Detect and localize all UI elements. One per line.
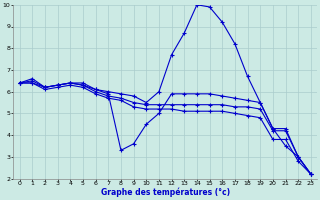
X-axis label: Graphe des températures (°c): Graphe des températures (°c) <box>101 188 230 197</box>
